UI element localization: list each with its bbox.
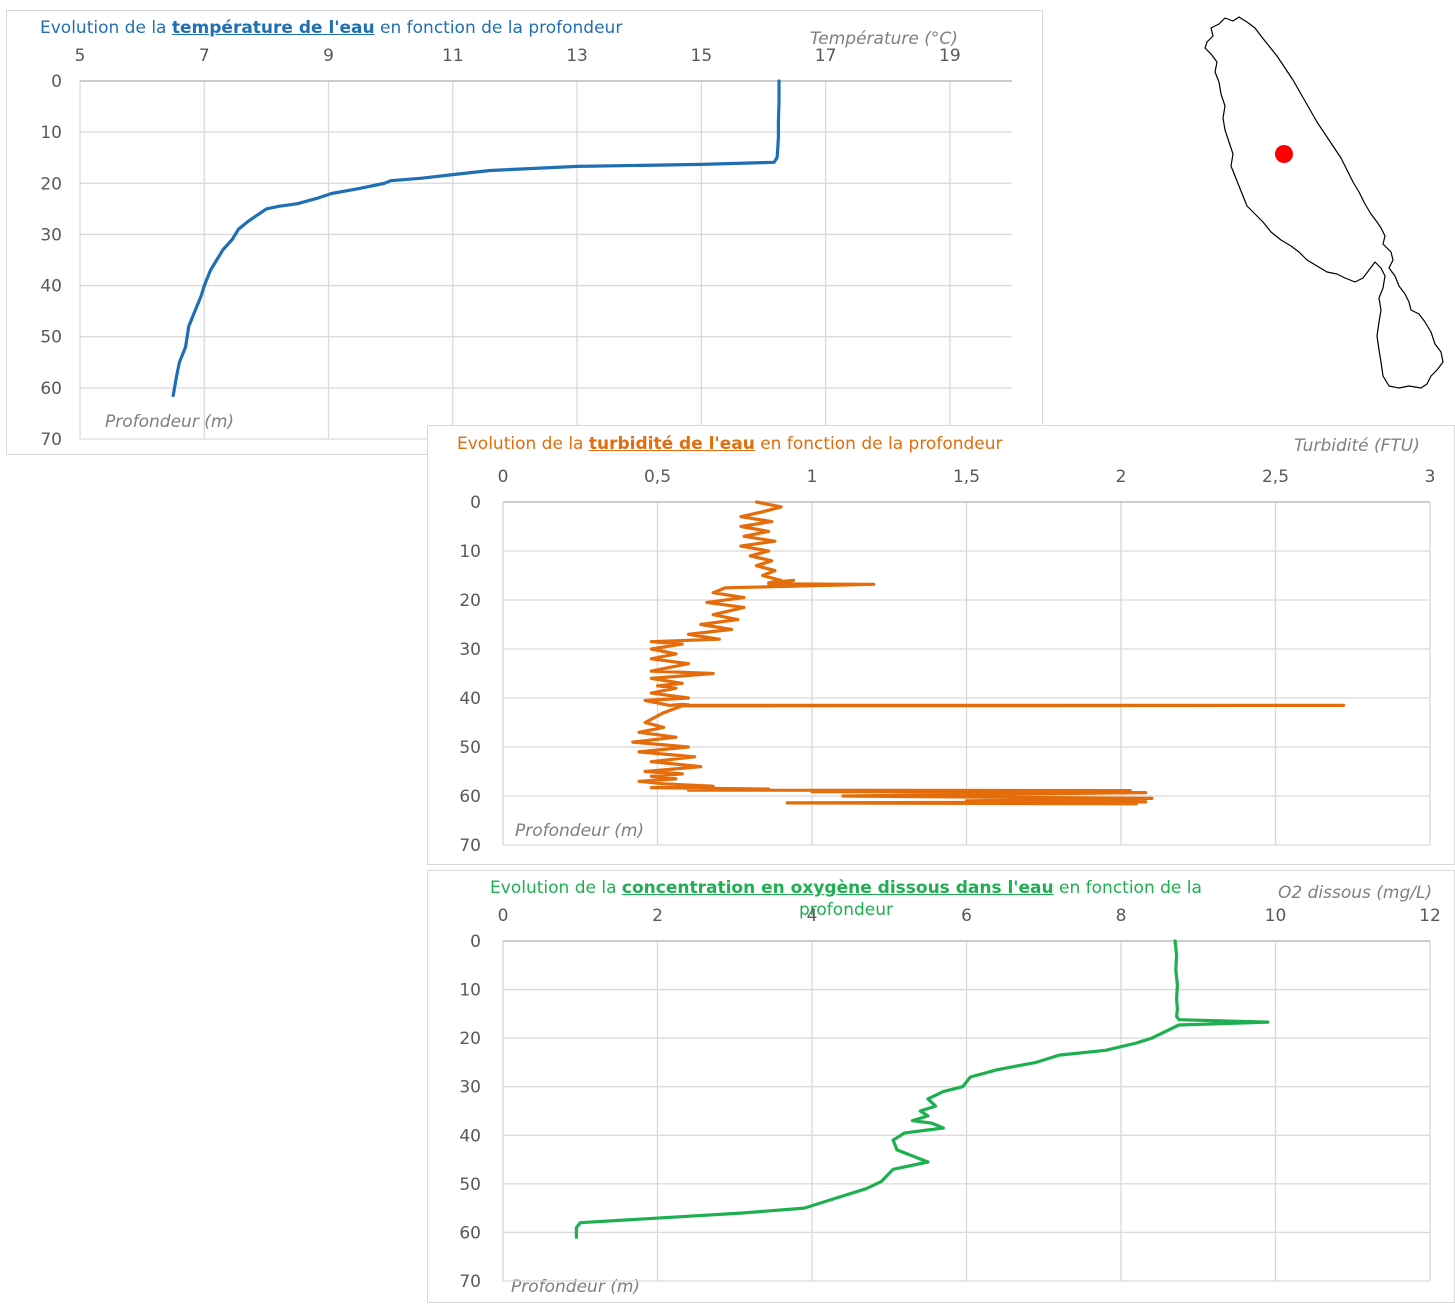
temperature-y-tick-label: 20 [40, 174, 62, 194]
title-prefix: Evolution de la [457, 434, 589, 454]
oxygen-y-tick-label: 0 [470, 932, 481, 952]
oxygen-y-tick-label: 40 [459, 1126, 481, 1146]
title-suffix: en fonction de la profondeur [754, 434, 1003, 454]
temperature-y-tick-label: 10 [40, 123, 62, 143]
oxygen-x-tick-label: 0 [498, 906, 509, 926]
temperature-x-tick-label: 19 [939, 46, 961, 66]
title-prefix: Evolution de la [490, 878, 622, 898]
oxygen-x-tick-label: 6 [961, 906, 972, 926]
temperature-x-tick-label: 7 [199, 46, 210, 66]
oxygen-x-tick-label: 8 [1116, 906, 1127, 926]
turbidity-chart-title: Evolution de la turbidité de l'eau en fo… [457, 434, 1003, 454]
turbidity-y-tick-label: 50 [459, 738, 481, 758]
temperature-x-tick-label: 17 [815, 46, 837, 66]
turbidity-profile-line [631, 500, 1346, 806]
temperature-chart-plot: 0 10 20 30 40 50 60 70 5 7 9 11 13 15 17 19 [40, 46, 1012, 450]
oxygen-x-tick-label: 4 [807, 906, 818, 926]
oxygen-x-tick-label: 10 [1265, 906, 1287, 926]
turbidity-y-tick-label: 0 [470, 493, 481, 513]
temperature-x-tick-label: 9 [323, 46, 334, 66]
temperature-y-tick-label: 60 [40, 379, 62, 399]
turbidity-x-tick-label: 1,5 [953, 467, 980, 487]
temperature-chart-title: Evolution de la température de l'eau en … [40, 18, 622, 38]
turbidity-x-tick-label: 0 [498, 467, 509, 487]
temperature-profile-line [171, 79, 781, 398]
title-emphasis: température de l'eau [171, 18, 375, 38]
turbidity-x-tick-label: 1 [807, 467, 818, 487]
temperature-y-tick-label: 50 [40, 328, 62, 348]
turbidity-y-axis-label: Profondeur (m) [515, 821, 645, 841]
title-suffix: en fonction de la profondeur [374, 18, 623, 38]
lake-outline-map [1204, 16, 1444, 389]
temperature-x-axis-label: Température (°C) [810, 29, 958, 49]
temperature-x-tick-label: 13 [566, 46, 588, 66]
title-prefix: Evolution de la [40, 18, 172, 38]
oxygen-y-tick-label: 50 [459, 1175, 481, 1195]
title-suffix: en fonction de la profondeur [799, 878, 1202, 920]
turbidity-y-tick-label: 20 [459, 591, 481, 611]
turbidity-x-tick-label: 0,5 [644, 467, 671, 487]
oxygen-y-tick-label: 70 [459, 1272, 481, 1292]
oxygen-chart-panel: Evolution de la concentration en oxygène… [427, 870, 1455, 1303]
oxygen-y-tick-label: 20 [459, 1029, 481, 1049]
temperature-x-tick-label: 5 [75, 46, 86, 66]
turbidity-y-tick-label: 30 [459, 640, 481, 660]
turbidity-x-axis-label: Turbidité (FTU) [1294, 436, 1420, 456]
turbidity-chart-panel: Evolution de la turbidité de l'eau en fo… [427, 425, 1455, 865]
oxygen-y-axis-label: Profondeur (m) [511, 1277, 641, 1297]
oxygen-y-tick-label: 10 [459, 981, 481, 1001]
oxygen-chart-plot: 0 10 20 30 40 50 60 70 0 2 4 6 8 10 12 [459, 906, 1441, 1292]
turbidity-x-tick-label: 2,5 [1262, 467, 1289, 487]
oxygen-x-axis-label: O2 dissous (mg/L) [1278, 883, 1433, 903]
title-emphasis: concentration en oxygène dissous dans l'… [621, 878, 1054, 898]
oxygen-profile-line [574, 939, 1270, 1239]
lake-location-map [1195, 14, 1450, 394]
temperature-y-tick-label: 70 [40, 430, 62, 450]
turbidity-chart-plot: 0 10 20 30 40 50 60 70 0 0,5 1 1,5 2 2,5 3 [459, 467, 1436, 856]
temperature-y-tick-label: 30 [40, 225, 62, 245]
temperature-chart-panel: Evolution de la température de l'eau en … [6, 10, 1043, 455]
lake-outline [1204, 16, 1444, 389]
oxygen-x-tick-label: 12 [1419, 906, 1441, 926]
turbidity-x-tick-label: 2 [1116, 467, 1127, 487]
turbidity-y-tick-label: 40 [459, 689, 481, 709]
oxygen-x-tick-label: 2 [652, 906, 663, 926]
turbidity-y-tick-label: 10 [459, 542, 481, 562]
oxygen-chart-title: Evolution de la concentration en oxygène… [456, 877, 1236, 921]
sampling-point-dot [1275, 145, 1293, 163]
temperature-y-tick-label: 40 [40, 277, 62, 297]
temperature-y-tick-label: 0 [51, 72, 62, 92]
temperature-x-tick-label: 15 [691, 46, 713, 66]
temperature-y-axis-label: Profondeur (m) [105, 412, 235, 432]
oxygen-y-tick-label: 60 [459, 1223, 481, 1243]
temperature-x-tick-label: 11 [442, 46, 464, 66]
oxygen-y-tick-label: 30 [459, 1078, 481, 1098]
turbidity-x-tick-label: 3 [1425, 467, 1436, 487]
title-emphasis: turbidité de l'eau [588, 434, 755, 454]
turbidity-y-tick-label: 70 [459, 836, 481, 856]
turbidity-y-tick-label: 60 [459, 787, 481, 807]
